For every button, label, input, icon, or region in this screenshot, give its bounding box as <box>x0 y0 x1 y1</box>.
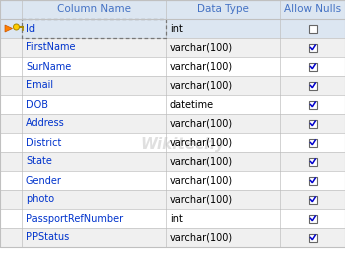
Polygon shape <box>5 25 12 32</box>
Circle shape <box>13 24 20 30</box>
Text: Wikitechy: Wikitechy <box>140 137 225 152</box>
Text: FirstName: FirstName <box>26 42 76 52</box>
Text: PassportRefNumber: PassportRefNumber <box>26 214 123 223</box>
Bar <box>0 76 345 95</box>
Bar <box>309 177 317 184</box>
Text: PPStatus: PPStatus <box>26 232 69 243</box>
Bar <box>0 152 345 171</box>
Text: Address: Address <box>26 118 65 128</box>
Bar <box>309 43 317 52</box>
Text: Column Name: Column Name <box>57 4 131 14</box>
Bar <box>309 63 317 70</box>
Text: District: District <box>26 138 61 148</box>
Bar <box>0 19 345 38</box>
Text: varchar(100): varchar(100) <box>170 62 233 72</box>
Bar <box>0 114 345 133</box>
Bar <box>0 209 345 228</box>
Bar <box>0 171 345 190</box>
Text: varchar(100): varchar(100) <box>170 176 233 185</box>
Bar <box>309 25 317 32</box>
Bar <box>0 228 345 247</box>
Text: varchar(100): varchar(100) <box>170 138 233 148</box>
Text: Gender: Gender <box>26 176 62 185</box>
Bar <box>0 95 345 114</box>
Bar <box>0 0 345 19</box>
Bar <box>0 190 345 209</box>
Text: Id: Id <box>26 24 35 34</box>
Bar <box>309 157 317 166</box>
Text: varchar(100): varchar(100) <box>170 42 233 52</box>
Text: SurName: SurName <box>26 62 71 72</box>
Text: varchar(100): varchar(100) <box>170 156 233 166</box>
Text: State: State <box>26 156 52 166</box>
Bar <box>0 57 345 76</box>
Text: DOB: DOB <box>26 100 48 110</box>
Text: int: int <box>170 214 183 223</box>
Bar <box>309 195 317 204</box>
Bar <box>309 215 317 222</box>
Text: varchar(100): varchar(100) <box>170 194 233 205</box>
Bar <box>0 133 345 152</box>
Bar <box>309 101 317 108</box>
Text: photo: photo <box>26 194 54 205</box>
Bar <box>309 81 317 90</box>
Text: Data Type: Data Type <box>197 4 249 14</box>
Text: Allow Nulls: Allow Nulls <box>284 4 341 14</box>
Bar <box>309 119 317 128</box>
Bar <box>0 38 345 57</box>
Text: int: int <box>170 24 183 34</box>
Text: .com: .com <box>178 157 208 167</box>
Text: Email: Email <box>26 80 53 90</box>
Bar <box>22 19 166 38</box>
Text: datetime: datetime <box>170 100 214 110</box>
Text: varchar(100): varchar(100) <box>170 118 233 128</box>
Text: varchar(100): varchar(100) <box>170 80 233 90</box>
Text: varchar(100): varchar(100) <box>170 232 233 243</box>
Bar <box>309 139 317 146</box>
Bar <box>309 233 317 242</box>
